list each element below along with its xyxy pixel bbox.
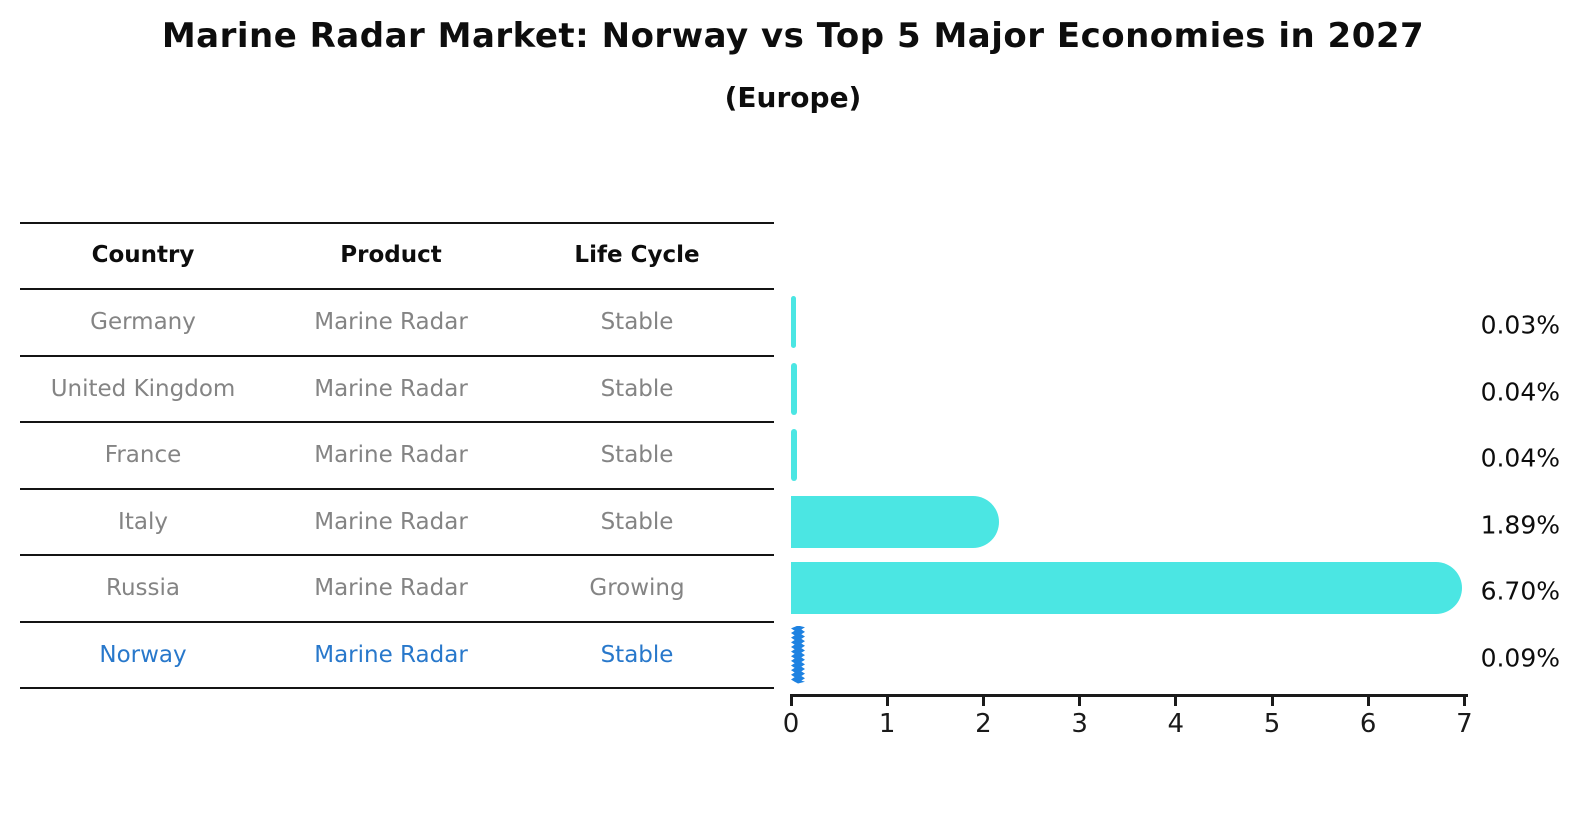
value-label: 1.89% (1480, 510, 1560, 539)
x-axis-tick (1462, 695, 1466, 706)
cell-product: Marine Radar (314, 309, 468, 335)
cell-country: France (104, 442, 182, 468)
cell-product: Marine Radar (314, 375, 468, 402)
bar-united-kingdom (791, 362, 797, 415)
cell-life-cycle: Stable (600, 375, 674, 402)
x-axis-tick-label: 0 (782, 709, 800, 739)
bar-norway (791, 625, 805, 684)
x-axis-tick-label: 3 (1071, 709, 1088, 739)
table-row-divider (20, 687, 774, 689)
cell-country: Norway (99, 641, 187, 668)
chart-title: Marine Radar Market: Norway vs Top 5 Maj… (161, 16, 1425, 56)
x-axis-tick-label: 7 (1456, 709, 1473, 739)
x-axis-tick (981, 695, 985, 706)
value-label: 0.04% (1480, 377, 1560, 406)
bar-france (791, 429, 797, 481)
table-row-divider (20, 421, 774, 423)
cell-product: Marine Radar (314, 575, 468, 601)
value-label: 0.03% (1480, 310, 1560, 340)
cell-life-cycle: Growing (589, 575, 685, 601)
bar-russia (791, 562, 1462, 614)
bar-italy (791, 495, 999, 548)
cell-country: Italy (118, 508, 168, 535)
x-axis-tick-label: 2 (975, 709, 992, 739)
cell-product: Marine Radar (314, 508, 468, 535)
x-axis-tick (1366, 695, 1370, 706)
x-axis-tick (789, 695, 793, 706)
cell-country: Germany (90, 309, 196, 335)
table-row-divider (20, 554, 774, 556)
column-header-product: Product (340, 242, 442, 268)
table-row-divider (20, 487, 774, 490)
column-header-country: Country (91, 242, 195, 268)
cell-life-cycle: Stable (600, 641, 674, 668)
x-axis-tick-label: 1 (878, 709, 896, 739)
table-row-divider (20, 288, 774, 290)
x-axis-tick (1270, 695, 1274, 706)
table-row-divider (20, 354, 774, 357)
cell-country: United Kingdom (50, 375, 236, 402)
cell-product: Marine Radar (314, 442, 468, 468)
x-axis-tick (1078, 695, 1082, 706)
x-axis-tick (1174, 695, 1178, 706)
x-axis-tick-label: 6 (1359, 709, 1377, 739)
x-axis-line (789, 693, 1468, 697)
x-axis-tick (885, 695, 889, 706)
cell-life-cycle: Stable (600, 508, 674, 535)
cell-product: Marine Radar (314, 641, 468, 668)
x-axis-tick-label: 4 (1167, 709, 1185, 739)
chart-subtitle: (Europe) (724, 81, 862, 114)
table-row-divider (20, 620, 774, 623)
value-label: 6.70% (1480, 576, 1560, 606)
table-top-border (20, 221, 774, 224)
cell-country: Russia (106, 575, 180, 601)
value-label: 0.04% (1480, 443, 1560, 473)
cell-life-cycle: Stable (600, 442, 674, 468)
value-label: 0.09% (1480, 643, 1560, 672)
x-axis-tick-label: 5 (1263, 709, 1281, 739)
bar-germany (791, 296, 796, 348)
cell-life-cycle: Stable (600, 309, 674, 335)
column-header-life-cycle: Life Cycle (574, 242, 700, 268)
